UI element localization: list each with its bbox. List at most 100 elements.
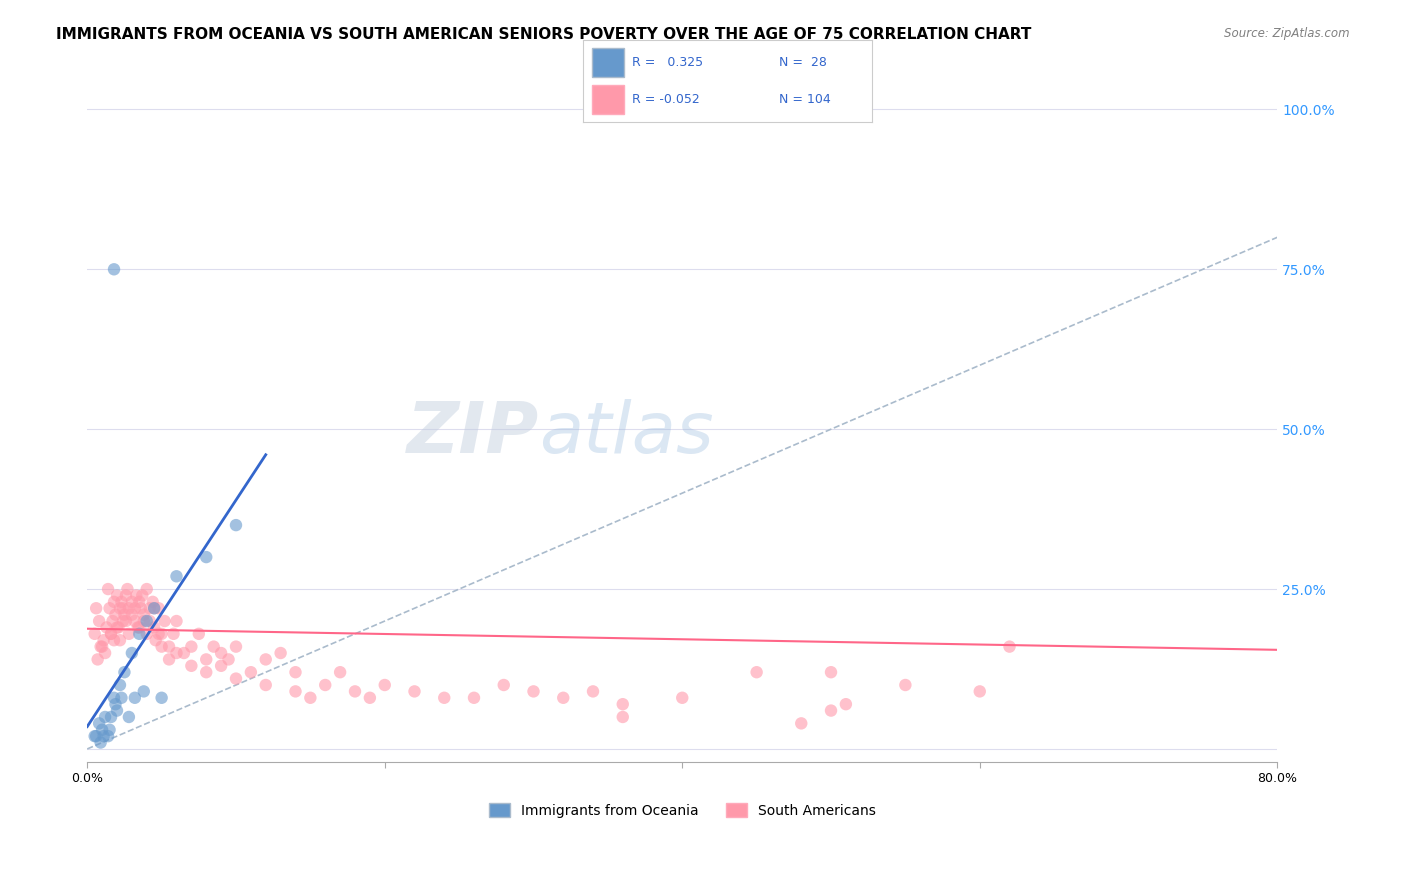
Point — [209, 646, 232, 660]
Point — [138, 601, 160, 615]
Point — [492, 678, 515, 692]
Point — [84, 601, 107, 615]
Point — [173, 646, 195, 660]
Point — [103, 595, 125, 609]
Point — [195, 550, 218, 565]
Point — [239, 665, 262, 680]
Point — [98, 723, 121, 737]
Point — [148, 601, 170, 615]
Point — [105, 620, 128, 634]
Text: N = 104: N = 104 — [779, 93, 831, 106]
Point — [225, 672, 247, 686]
Point — [86, 652, 108, 666]
Point — [124, 614, 146, 628]
Point — [104, 697, 127, 711]
Point — [121, 607, 143, 622]
Point — [284, 665, 307, 680]
Point — [157, 640, 180, 654]
Point — [150, 690, 173, 705]
Point — [112, 665, 135, 680]
Point — [143, 601, 166, 615]
Point — [745, 665, 768, 680]
Point — [820, 704, 842, 718]
Point — [790, 716, 813, 731]
Point — [93, 633, 115, 648]
Point — [94, 646, 117, 660]
Point — [127, 620, 149, 634]
Point — [145, 633, 167, 648]
Point — [125, 589, 148, 603]
Point — [100, 627, 122, 641]
Point — [103, 690, 125, 705]
Point — [148, 627, 170, 641]
Point — [96, 620, 118, 634]
Point — [553, 690, 575, 705]
Point — [135, 582, 157, 596]
Point — [359, 690, 381, 705]
Point — [671, 690, 693, 705]
Point — [83, 627, 105, 641]
Point — [463, 690, 485, 705]
Point — [162, 627, 184, 641]
Point — [284, 684, 307, 698]
Point — [835, 697, 858, 711]
Point — [142, 595, 165, 609]
Point — [129, 601, 152, 615]
Point — [124, 601, 146, 615]
Point — [404, 684, 426, 698]
Point — [100, 710, 122, 724]
Point — [98, 601, 121, 615]
Point — [91, 723, 114, 737]
Point — [195, 652, 218, 666]
Text: ZIP: ZIP — [408, 399, 540, 467]
Point — [969, 684, 991, 698]
Point — [143, 601, 166, 615]
Point — [94, 710, 117, 724]
Point — [195, 665, 218, 680]
FancyBboxPatch shape — [592, 48, 624, 77]
Point — [97, 729, 120, 743]
Point — [180, 640, 202, 654]
Point — [108, 633, 131, 648]
Point — [143, 620, 166, 634]
Point — [254, 678, 277, 692]
Point — [108, 678, 131, 692]
Point — [612, 697, 634, 711]
Point — [104, 607, 127, 622]
Point — [522, 684, 544, 698]
Text: R =   0.325: R = 0.325 — [633, 56, 703, 69]
Point — [112, 607, 135, 622]
Point — [135, 614, 157, 628]
Point — [103, 633, 125, 648]
Point — [97, 582, 120, 596]
Point — [132, 614, 155, 628]
Point — [101, 614, 124, 628]
Point — [89, 716, 111, 731]
Point — [153, 614, 176, 628]
Text: IMMIGRANTS FROM OCEANIA VS SOUTH AMERICAN SENIORS POVERTY OVER THE AGE OF 75 COR: IMMIGRANTS FROM OCEANIA VS SOUTH AMERICA… — [56, 27, 1032, 42]
Point — [132, 607, 155, 622]
Point — [433, 690, 456, 705]
Point — [105, 589, 128, 603]
Point — [124, 690, 146, 705]
Point — [131, 589, 153, 603]
Point — [107, 620, 129, 634]
Point — [202, 640, 225, 654]
Point — [84, 729, 107, 743]
Point — [115, 589, 138, 603]
Point — [110, 690, 132, 705]
Text: R = -0.052: R = -0.052 — [633, 93, 700, 106]
Point — [582, 684, 605, 698]
Point — [209, 658, 232, 673]
Point — [128, 595, 150, 609]
Point — [299, 690, 322, 705]
Point — [121, 646, 143, 660]
Point — [115, 614, 138, 628]
Point — [157, 652, 180, 666]
Text: Source: ZipAtlas.com: Source: ZipAtlas.com — [1225, 27, 1350, 40]
Point — [254, 652, 277, 666]
Point — [89, 614, 111, 628]
Point — [998, 640, 1021, 654]
Point — [118, 710, 141, 724]
Point — [118, 627, 141, 641]
